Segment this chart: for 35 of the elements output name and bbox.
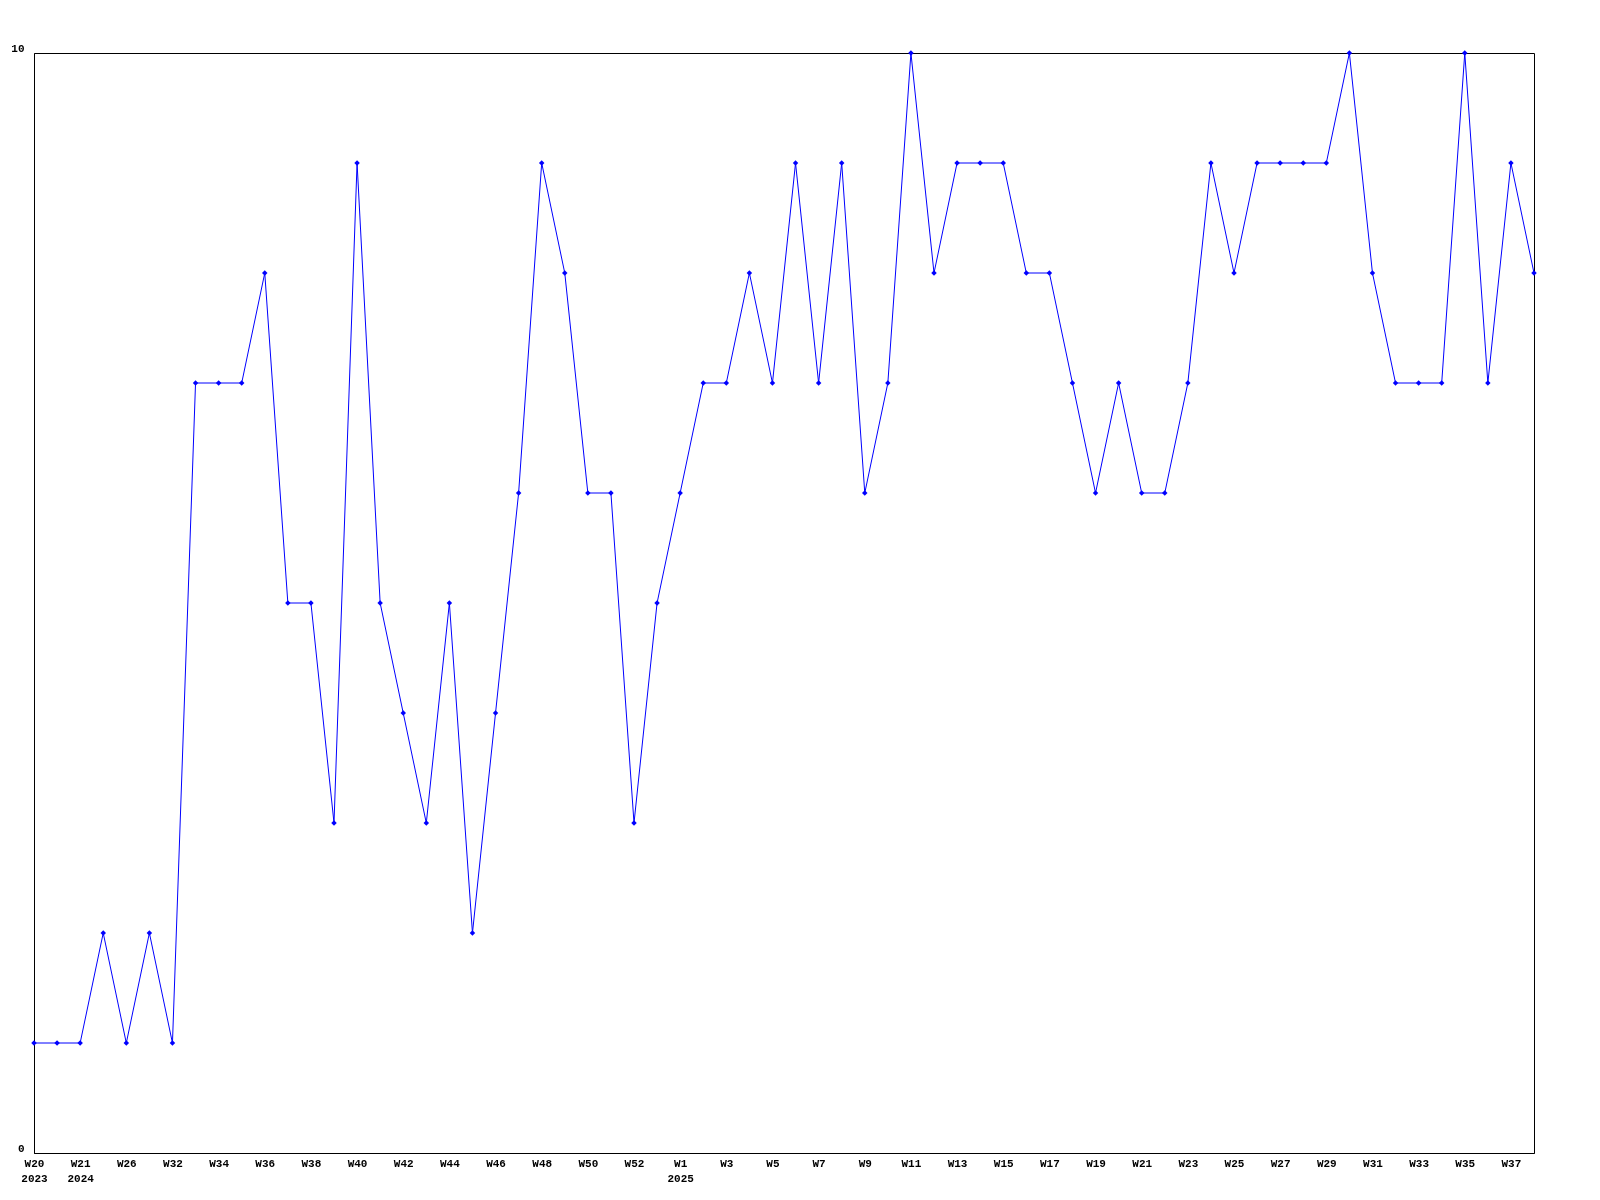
- x-tick-label: W1 2025: [667, 1157, 695, 1185]
- x-tick-label: W13: [947, 1157, 968, 1170]
- x-tick-label: W11: [901, 1157, 922, 1170]
- y-tick-label: 0: [17, 1142, 25, 1155]
- x-tick-label: W42: [393, 1157, 414, 1170]
- x-tick-label: W32: [163, 1157, 183, 1170]
- x-tick-label: W34: [209, 1157, 230, 1170]
- x-tick-label: W40: [347, 1157, 368, 1170]
- x-tick-label: W25: [1224, 1157, 1245, 1170]
- x-tick-label: W52: [624, 1157, 645, 1170]
- x-tick-label: W36: [255, 1157, 276, 1170]
- x-tick-label: W50: [578, 1157, 599, 1170]
- x-tick-label: W20 2023: [21, 1157, 49, 1185]
- x-tick-label: W38: [301, 1157, 322, 1170]
- x-tick-label: W3: [720, 1157, 734, 1170]
- x-tick-label: W21 2024: [67, 1157, 95, 1185]
- x-tick-label: W21: [1132, 1157, 1153, 1170]
- x-tick-label: W23: [1178, 1157, 1199, 1170]
- x-tick-label: W33: [1409, 1157, 1430, 1170]
- x-tick-label: W29: [1316, 1157, 1337, 1170]
- x-tick-label: W46: [486, 1157, 506, 1170]
- y-tick-label: 10: [11, 42, 25, 55]
- x-tick-label: W15: [993, 1157, 1015, 1170]
- x-tick-label: W7: [812, 1157, 826, 1170]
- x-tick-label: W19: [1086, 1157, 1106, 1170]
- x-tick-label: W48: [532, 1157, 553, 1170]
- x-tick-label: W31: [1363, 1157, 1384, 1170]
- x-tick-label: W9: [858, 1157, 872, 1170]
- x-tick-label: W35: [1455, 1157, 1476, 1170]
- x-tick-label: W17: [1039, 1157, 1060, 1170]
- x-tick-label: W44: [439, 1157, 461, 1170]
- x-tick-label: W26: [116, 1157, 137, 1170]
- x-tick-label: W27: [1270, 1157, 1291, 1170]
- x-tick-label: W37: [1501, 1157, 1522, 1170]
- x-tick-label: W5: [766, 1157, 780, 1170]
